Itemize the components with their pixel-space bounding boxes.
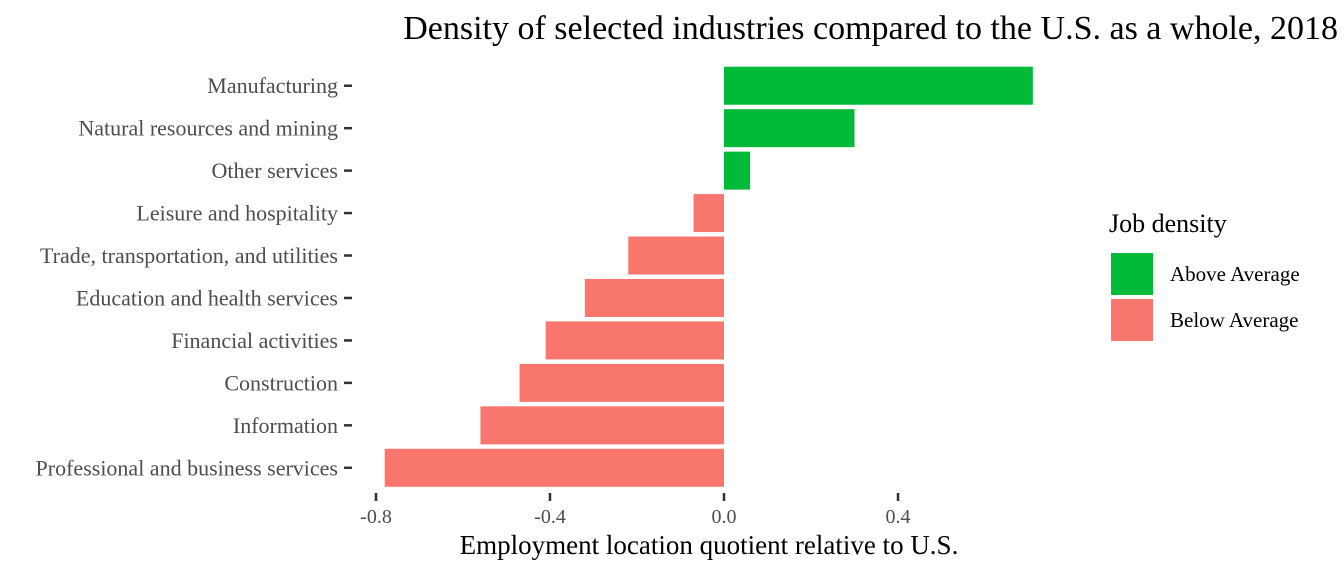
- bar-other-services: [724, 151, 751, 190]
- legend-swatch-below: [1111, 299, 1153, 341]
- legend-label-below: Below Average: [1170, 308, 1298, 332]
- y-tick-label: Trade, transportation, and utilities: [40, 243, 338, 268]
- x-axis-title: Employment location quotient relative to…: [460, 530, 959, 560]
- bar-manufacturing: [724, 66, 1033, 105]
- bar-leisure-and-hospitality: [693, 194, 724, 233]
- bar-natural-resources-and-mining: [724, 109, 855, 148]
- y-tick-label: Construction: [224, 370, 338, 395]
- y-tick-label: Education and health services: [76, 285, 338, 310]
- y-tick-label: Professional and business services: [36, 455, 338, 480]
- y-tick-label: Manufacturing: [207, 73, 338, 98]
- y-axis: Manufacturing Natural resources and minin…: [36, 73, 352, 480]
- x-tick-label: 0.0: [712, 506, 737, 528]
- bar-financial-activities: [545, 321, 724, 360]
- bar-professional-and-business-services: [384, 448, 724, 487]
- chart-title: Density of selected industries compared …: [403, 10, 1338, 47]
- bar-trade-transportation-and-utilities: [628, 236, 724, 275]
- y-tick-label: Information: [233, 413, 338, 438]
- y-tick-label: Leisure and hospitality: [136, 201, 338, 226]
- legend-swatch-above: [1111, 253, 1153, 295]
- bar-information: [480, 406, 724, 445]
- bar-education-and-health-services: [584, 278, 724, 317]
- x-axis: -0.8 -0.4 0.0 0.4: [360, 493, 911, 528]
- x-tick-label: 0.4: [886, 506, 911, 528]
- legend-title: Job density: [1109, 209, 1227, 238]
- legend-label-above: Above Average: [1170, 262, 1300, 286]
- bars-group: [384, 66, 1033, 487]
- x-tick-label: -0.4: [534, 506, 566, 528]
- legend: Job density Above Average Below Average: [1109, 209, 1300, 341]
- y-tick-label: Natural resources and mining: [78, 116, 338, 141]
- y-tick-label: Other services: [212, 158, 338, 183]
- bar-construction: [519, 363, 724, 402]
- y-tick-label: Financial activities: [171, 328, 338, 353]
- x-tick-label: -0.8: [360, 506, 392, 528]
